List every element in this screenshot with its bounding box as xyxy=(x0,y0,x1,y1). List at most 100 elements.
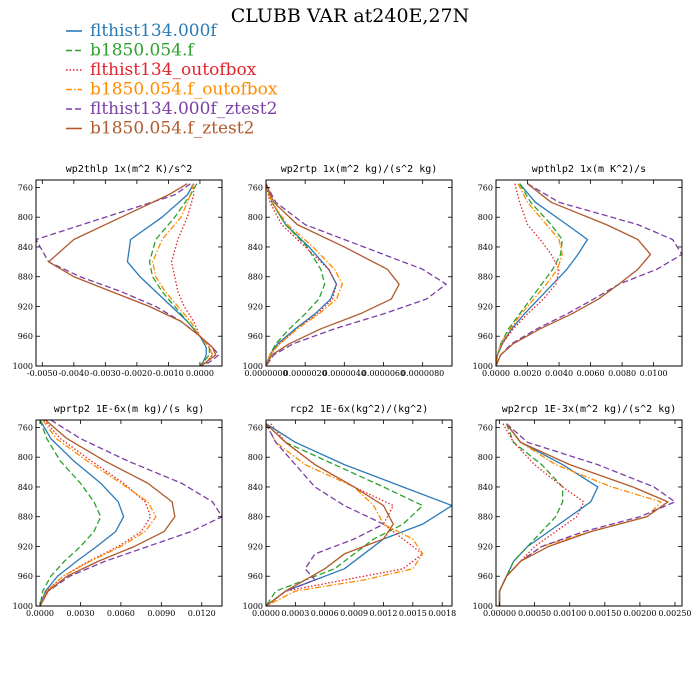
x-tick-label: -0.0020 xyxy=(122,369,153,378)
y-tick-label: 840 xyxy=(248,243,263,252)
legend-label: b1850.054.f_ztest2 xyxy=(90,119,254,139)
series-line xyxy=(496,183,563,366)
y-tick-label: 800 xyxy=(248,453,263,462)
chart-panel: wp2rtp 1x(m^2 kg)/(s^2 kg) 760 800 840 880 92… xyxy=(243,164,453,378)
y-tick-label: 840 xyxy=(478,243,493,252)
legend-entry: flthist134.000f_ztest2 xyxy=(66,99,277,119)
plot-frame xyxy=(35,179,223,367)
series-line xyxy=(266,423,452,606)
y-tick-label: 760 xyxy=(18,423,33,432)
x-tick-label: 0.0120 xyxy=(188,609,216,618)
panel-title: wp2rtp 1x(m^2 kg)/(s^2 kg) xyxy=(281,164,438,175)
y-tick-label: 920 xyxy=(18,302,33,311)
y-tick-label: 960 xyxy=(248,332,263,341)
y-tick-label: 960 xyxy=(18,572,33,581)
series-line xyxy=(39,420,152,606)
x-tick-label: 0.0006 xyxy=(311,609,339,618)
chart-panel: wp2rcp 1E-3x(m^2 kg)/(s^2 kg) 760 800 840 88… xyxy=(473,404,692,618)
y-tick-label: 880 xyxy=(248,273,263,282)
series-line xyxy=(266,423,424,606)
series-line xyxy=(151,183,214,366)
x-tick-label: -0.0030 xyxy=(90,369,121,378)
y-tick-label: 760 xyxy=(478,183,493,192)
legend-label: b1850.054.f_outofbox xyxy=(90,80,278,100)
y-tick-label: 1000 xyxy=(473,602,493,611)
y-tick-label: 1000 xyxy=(13,602,33,611)
y-tick-label: 960 xyxy=(478,572,493,581)
x-tick-label: 0.0100 xyxy=(640,369,668,378)
series-line xyxy=(496,183,652,366)
y-tick-label: 840 xyxy=(478,483,493,492)
series-line xyxy=(126,183,207,366)
x-tick-label: 0.0009 xyxy=(340,609,368,618)
y-tick-label: 800 xyxy=(478,453,493,462)
x-tick-label: 0.0000040 xyxy=(323,369,366,378)
plot-frame xyxy=(265,419,453,607)
series-line xyxy=(498,423,662,606)
y-tick-label: 960 xyxy=(18,332,33,341)
chart-panel: wpthlp2 1x(m K^2)/s 760 800 840 880 920 960 100… xyxy=(473,164,683,378)
x-tick-label: 0.0018 xyxy=(428,609,456,618)
legend-entry: flthist134_outofbox xyxy=(66,60,257,80)
chart-panel: wprtp2 1E-6x(m kg)/(s kg) 760 800 840 880 920… xyxy=(13,404,223,618)
series-line xyxy=(266,183,326,366)
x-tick-label: 0.00100 xyxy=(553,609,586,618)
y-tick-label: 800 xyxy=(18,453,33,462)
series-line xyxy=(498,423,585,606)
panel-title: wpthlp2 1x(m K^2)/s xyxy=(532,164,646,175)
x-tick-label: 0.0060 xyxy=(107,609,135,618)
series-line xyxy=(39,420,125,606)
x-tick-label: 0.0000 xyxy=(482,369,510,378)
x-tick-label: 0.00200 xyxy=(623,609,656,618)
y-tick-label: 1000 xyxy=(243,362,263,371)
x-tick-label: 0.00250 xyxy=(658,609,691,618)
plot-frame xyxy=(265,179,453,367)
y-tick-label: 920 xyxy=(478,542,493,551)
x-tick-label: 0.00000 xyxy=(483,609,516,618)
x-tick-label: 0.0003 xyxy=(281,609,309,618)
x-tick-label: 0.0000020 xyxy=(284,369,327,378)
panel-title: wp2thlp 1x(m^2 K)/s^2 xyxy=(66,164,192,175)
y-tick-label: 840 xyxy=(248,483,263,492)
legend-entry: b1850.054.f xyxy=(66,41,195,61)
x-tick-label: 0.0015 xyxy=(399,609,427,618)
series-line xyxy=(266,183,344,366)
y-tick-label: 760 xyxy=(248,423,263,432)
series-line xyxy=(170,183,214,366)
series-line xyxy=(498,423,676,606)
y-tick-label: 920 xyxy=(248,542,263,551)
y-tick-label: 880 xyxy=(248,513,263,522)
legend-label: b1850.054.f xyxy=(90,41,195,61)
y-tick-label: 880 xyxy=(478,273,493,282)
x-tick-label: 0.0020 xyxy=(514,369,542,378)
series-line xyxy=(496,183,560,366)
y-tick-label: 880 xyxy=(18,513,33,522)
panel-title: wprtp2 1E-6x(m kg)/(s kg) xyxy=(54,404,205,415)
chart-panel: wp2thlp 1x(m^2 K)/s^2 760 800 840 880 920 960 1… xyxy=(13,164,223,378)
x-tick-label: 0.0000 xyxy=(186,369,214,378)
series-line xyxy=(266,423,385,606)
y-tick-label: 1000 xyxy=(473,362,493,371)
y-tick-label: 800 xyxy=(248,213,263,222)
series-line xyxy=(39,420,222,606)
series-line xyxy=(39,420,157,606)
legend-label: flthist134_outofbox xyxy=(90,60,257,80)
x-tick-label: -0.0040 xyxy=(58,369,89,378)
y-tick-label: 1000 xyxy=(243,602,263,611)
legend-entry: b1850.054.f_outofbox xyxy=(66,80,278,100)
legend: flthist134.000fb1850.054.fflthist134_out… xyxy=(66,21,278,139)
series-line xyxy=(496,183,563,366)
x-tick-label: -0.0010 xyxy=(153,369,184,378)
y-tick-label: 880 xyxy=(18,273,33,282)
series-line xyxy=(39,420,176,606)
x-tick-label: -0.0050 xyxy=(27,369,58,378)
chart-panel: rcp2 1E-6x(kg^2)/(kg^2) 760 800 840 880 920 96… xyxy=(243,404,457,618)
x-tick-label: 0.0030 xyxy=(66,609,94,618)
y-tick-label: 920 xyxy=(248,302,263,311)
panels: wp2thlp 1x(m^2 K)/s^2 760 800 840 880 920 960 1… xyxy=(13,164,692,618)
y-tick-label: 760 xyxy=(248,183,263,192)
x-tick-label: 0.0000080 xyxy=(401,369,444,378)
series-line xyxy=(39,420,102,606)
plot-frame xyxy=(35,419,223,607)
